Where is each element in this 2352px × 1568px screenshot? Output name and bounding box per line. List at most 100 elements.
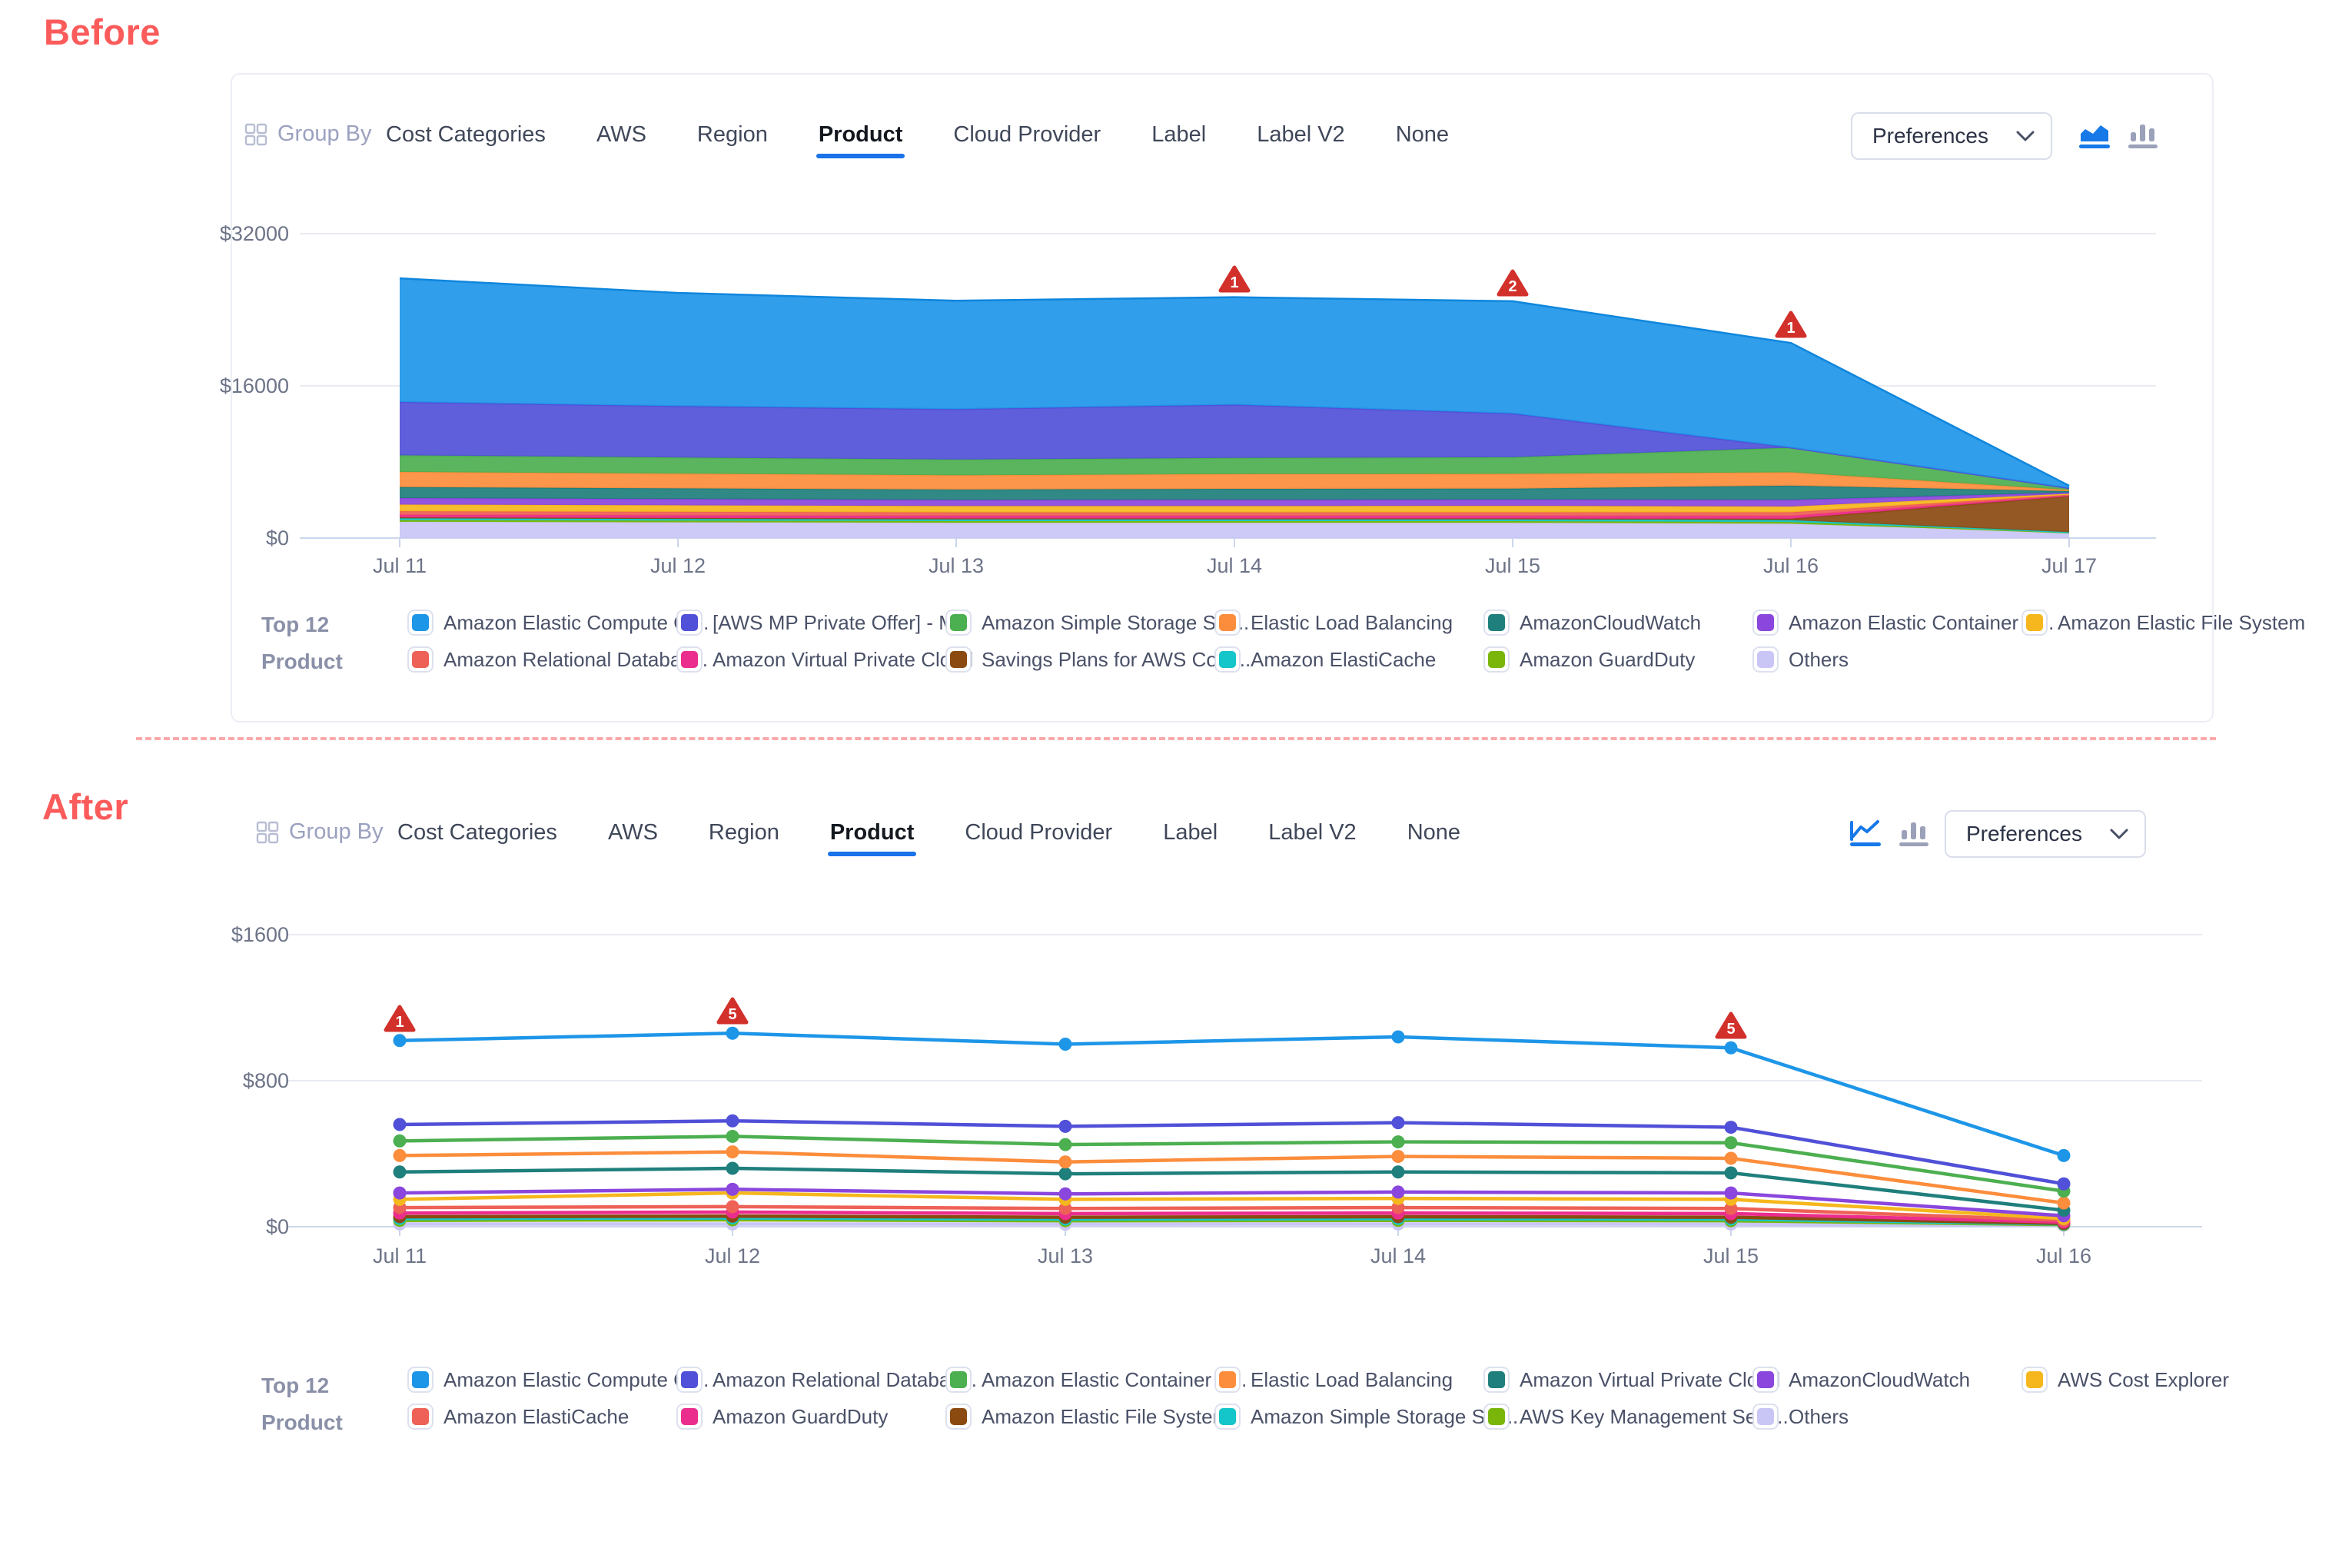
legend-title-line2-after: Product: [261, 1410, 343, 1434]
legend-item-amazon-simple-storage-ser-before[interactable]: Amazon Simple Storage Ser...: [945, 610, 1249, 636]
line-series-amazon-relational-databas[interactable]: [397, 1118, 2066, 1186]
line-series-amazoncloudwatch[interactable]: [397, 1188, 2066, 1218]
legend-item-amazon-elastic-compute-cl-before[interactable]: Amazon Elastic Compute Cl...: [407, 610, 709, 636]
legend-label: AmazonCloudWatch: [1520, 610, 1702, 634]
legend-item-amazon-elastic-file-system-after[interactable]: Amazon Elastic File System: [945, 1404, 1229, 1430]
tab-cloud-provider-after[interactable]: Cloud Provider: [965, 820, 1113, 845]
legend-label: Amazon ElastiCache: [443, 1404, 630, 1428]
legend-swatch: [407, 646, 434, 673]
x-tick-label: Jul 11: [373, 1244, 427, 1267]
legend-item-amazon-guardduty-before[interactable]: Amazon GuardDuty: [1483, 646, 1695, 673]
legend-item-amazoncloudwatch-after[interactable]: AmazonCloudWatch: [1752, 1367, 1970, 1393]
legend-item-amazon-guardduty-after[interactable]: Amazon GuardDuty: [676, 1404, 888, 1430]
after-section-label: After: [42, 786, 129, 827]
legend-item-aws-cost-explorer-after[interactable]: AWS Cost Explorer: [2021, 1367, 2229, 1393]
legend-swatch: [676, 1367, 703, 1393]
area-series-amazon-relational-databas[interactable]: [400, 494, 2069, 517]
x-tick-label: Jul 14: [1370, 1244, 1426, 1267]
tab-product-after[interactable]: Product: [827, 815, 916, 856]
legend-item-amazon-simple-storage-ser-after[interactable]: Amazon Simple Storage Ser...: [1214, 1404, 1518, 1430]
tab-none-after[interactable]: None: [1407, 820, 1461, 845]
alert-triangle-icon: 2: [1497, 269, 1529, 297]
tab-region-before[interactable]: Region: [696, 122, 768, 147]
tab-cost-categories-after[interactable]: Cost Categories: [397, 820, 557, 845]
legend-item-elastic-load-balancing-after[interactable]: Elastic Load Balancing: [1214, 1367, 1453, 1393]
line-chart-toggle-after[interactable]: [1845, 815, 1885, 850]
area-series-amazon-elastic-container-s[interactable]: [400, 492, 2069, 507]
alert-triangle-icon: 1: [384, 1005, 416, 1032]
tab-label-after[interactable]: Label: [1163, 820, 1218, 845]
legend-swatch: [1752, 1404, 1779, 1430]
tab-aws-after[interactable]: AWS: [607, 820, 658, 845]
legend-item-savings-plans-for-aws-com-before[interactable]: Savings Plans for AWS Com...: [945, 646, 1251, 673]
line-series-others[interactable]: [397, 1222, 2066, 1227]
tab-cloud-provider-before[interactable]: Cloud Provider: [953, 122, 1101, 147]
legend-item-amazon-relational-databas-before[interactable]: Amazon Relational Databas...: [407, 646, 708, 673]
legend-item-amazon-elastic-container-s-before[interactable]: Amazon Elastic Container S...: [1752, 610, 2054, 636]
legend-item-others-before[interactable]: Others: [1752, 646, 1849, 673]
before-section-label: Before: [44, 12, 161, 52]
line-series-amazon-elastic-file-system[interactable]: [397, 1214, 2066, 1225]
x-tick-label: Jul 16: [2036, 1244, 2091, 1267]
legend-item-amazon-elastic-file-system-before[interactable]: Amazon Elastic File System: [2021, 610, 2305, 636]
legend-swatch: [407, 1404, 434, 1430]
svg-text:2: 2: [1508, 278, 1517, 295]
preferences-dropdown-before[interactable]: Preferences: [1851, 112, 2052, 160]
tab-bar-after: Cost Categories AWS Region Product Cloud Pro…: [397, 815, 1461, 856]
group-by-text: Group By: [277, 121, 372, 146]
legend-item-amazon-relational-databas-after[interactable]: Amazon Relational Databas...: [676, 1367, 977, 1393]
legend-item-amazoncloudwatch-before[interactable]: AmazonCloudWatch: [1483, 610, 1701, 636]
line-series-amazon-elastic-container-s[interactable]: [397, 1134, 2066, 1193]
legend-item-elastic-load-balancing-before[interactable]: Elastic Load Balancing: [1214, 610, 1453, 636]
alert-badge-jul-12[interactable]: 5: [716, 997, 749, 1025]
area-chart-toggle-before[interactable]: [2074, 117, 2114, 152]
tab-region-after[interactable]: Region: [708, 820, 779, 845]
legend-item-amazon-elastic-compute-cl-after[interactable]: Amazon Elastic Compute Cl...: [407, 1367, 709, 1393]
legend-item-amazon-elasticache-after[interactable]: Amazon ElastiCache: [407, 1404, 629, 1430]
tab-label-v2-before[interactable]: Label V2: [1257, 122, 1345, 147]
alert-triangle-icon: 1: [1775, 311, 1807, 338]
bar-chart-toggle-after[interactable]: [1894, 815, 1934, 850]
bar-chart-toggle-before[interactable]: [2123, 117, 2163, 152]
line-series-amazon-guardduty[interactable]: [397, 1210, 2066, 1224]
preferences-dropdown-after[interactable]: Preferences: [1945, 810, 2146, 858]
line-series-elastic-load-balancing[interactable]: [397, 1150, 2066, 1205]
legend-label: Savings Plans for AWS Com...: [982, 647, 1251, 671]
preferences-label: Preferences: [1966, 822, 2082, 845]
area-series-amazon-elastic-file-system[interactable]: [400, 493, 2069, 513]
legend-item-amazon-virtual-private-cloud-after[interactable]: Amazon Virtual Private Cloud: [1483, 1367, 1780, 1393]
legend-label: Amazon Elastic File System: [2058, 610, 2306, 634]
alert-badge-jul-16[interactable]: 1: [1775, 311, 1807, 338]
tab-none-before[interactable]: None: [1395, 122, 1450, 147]
alert-badge-jul-14[interactable]: 1: [1218, 265, 1251, 293]
tab-label-v2-after[interactable]: Label V2: [1268, 820, 1357, 845]
svg-text:5: 5: [728, 1006, 736, 1023]
alert-badge-jul-15[interactable]: 2: [1497, 269, 1529, 297]
legend-item-amazon-virtual-private-cloud-before[interactable]: Amazon Virtual Private Cloud: [676, 646, 973, 673]
preferences-label: Preferences: [1872, 124, 1988, 148]
legend-item-amazon-elasticache-before[interactable]: Amazon ElastiCache: [1214, 646, 1436, 673]
line-series-amazon-virtual-private-cloud[interactable]: [397, 1166, 2066, 1212]
line-series-amazon-elastic-compute-cl[interactable]: [397, 1031, 2066, 1158]
alert-badge-jul-11[interactable]: 1: [384, 1005, 416, 1032]
line-series-aws-cost-explorer[interactable]: [397, 1191, 2066, 1221]
legend-item-aws-mp-private-offer-m-before[interactable]: [AWS MP Private Offer] - M...: [676, 610, 972, 636]
legend-item-aws-key-management-serv-after[interactable]: AWS Key Management Serv...: [1483, 1404, 1789, 1430]
tab-aws-before[interactable]: AWS: [596, 122, 646, 147]
svg-text:1: 1: [1786, 320, 1795, 337]
legend-label: Amazon Relational Databas...: [713, 1367, 977, 1391]
tab-product-before[interactable]: Product: [816, 117, 905, 158]
alert-triangle-icon: 1: [1218, 265, 1251, 293]
tab-cost-categories-before[interactable]: Cost Categories: [386, 122, 546, 147]
legend-label: Amazon GuardDuty: [1520, 647, 1696, 671]
legend-item-amazon-elastic-container-s-after[interactable]: Amazon Elastic Container S...: [945, 1367, 1247, 1393]
legend-swatch: [945, 610, 972, 636]
legend-label: Amazon GuardDuty: [713, 1404, 889, 1428]
alert-badge-jul-15[interactable]: 5: [1715, 1012, 1747, 1039]
legend-swatch: [1214, 610, 1241, 636]
legend-label: Amazon Elastic Container S...: [1789, 610, 2055, 634]
legend-label: Amazon ElastiCache: [1251, 647, 1437, 671]
tab-label-before[interactable]: Label: [1151, 122, 1207, 147]
line-series-amazon-elasticache[interactable]: [397, 1204, 2066, 1222]
legend-item-others-after[interactable]: Others: [1752, 1404, 1849, 1430]
